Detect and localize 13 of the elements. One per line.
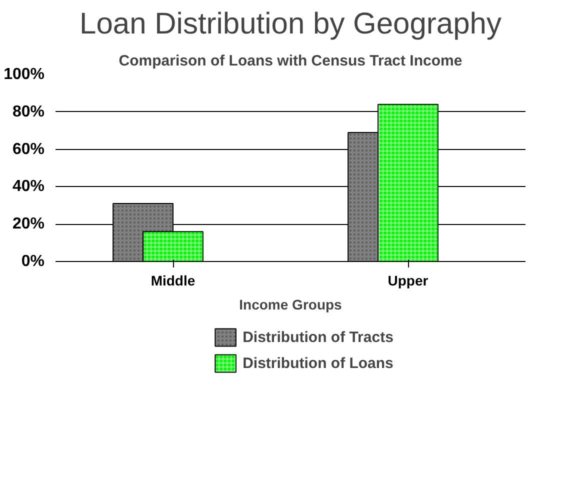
- chart-title: Loan Distribution by Geography: [80, 8, 502, 40]
- y-tick-label: 40%: [12, 178, 45, 196]
- x-tick-label: Upper: [388, 272, 429, 288]
- y-tick-label: 60%: [12, 140, 45, 158]
- y-tick-label: 20%: [12, 216, 45, 233]
- y-tick-label: 80%: [12, 103, 45, 120]
- x-axis-title: Income Groups: [239, 296, 342, 312]
- legend-label: Distribution of Tracts: [242, 328, 394, 346]
- y-tick-label: 0%: [21, 253, 44, 270]
- x-tick-label: Middle: [150, 272, 196, 288]
- chart-subtitle: Comparison of Loans with Census Tract Income: [118, 52, 462, 70]
- legend-label: Distribution of Loans: [242, 354, 394, 372]
- y-tick-label: 100%: [4, 66, 44, 83]
